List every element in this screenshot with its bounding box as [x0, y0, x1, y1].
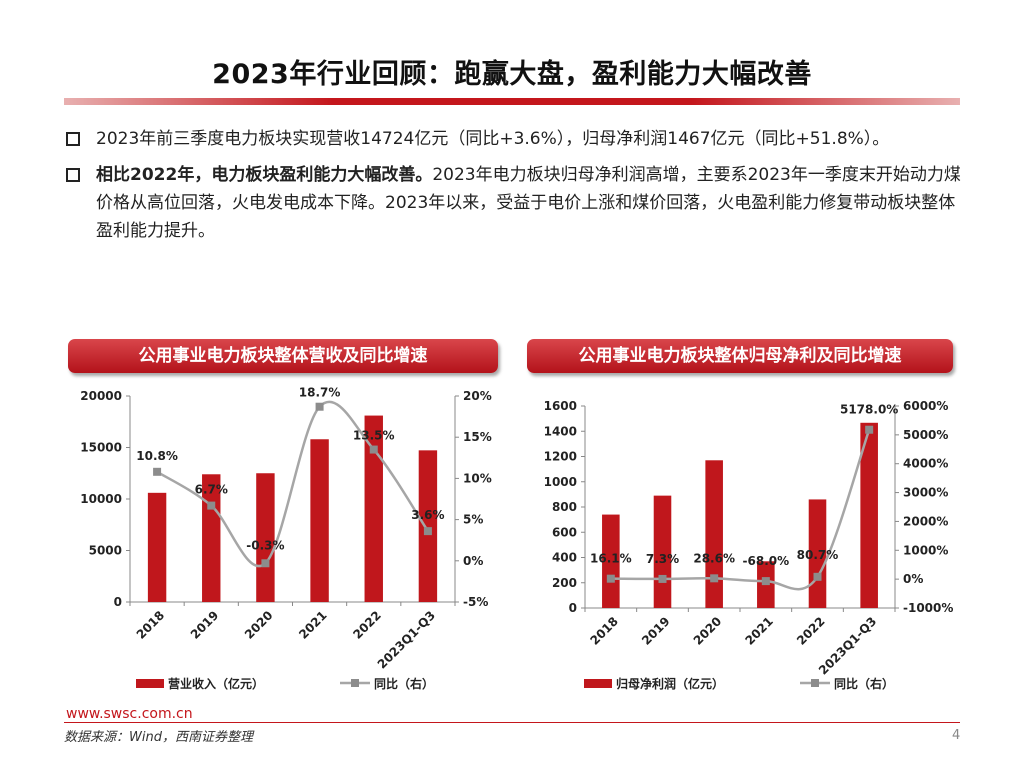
- y-right-tick-label: 6000%: [903, 399, 948, 413]
- y-left-tick-label: 15000: [80, 441, 122, 455]
- y-right-tick-label: 1000%: [903, 543, 948, 557]
- data-label: 80.7%: [797, 548, 839, 562]
- bar: [364, 415, 383, 602]
- y-right-tick-label: 5%: [463, 513, 483, 527]
- data-label: -68.0%: [743, 554, 790, 568]
- legend-bar-label: 营业收入（亿元）: [168, 676, 264, 691]
- data-label: 5178.0%: [840, 403, 898, 417]
- line-point: [761, 577, 770, 586]
- checkbox-bullet-icon: [66, 132, 80, 146]
- x-tick-label: 2018: [587, 614, 621, 648]
- data-label: 13.5%: [353, 429, 395, 443]
- y-right-tick-label: -1000%: [903, 601, 953, 615]
- x-tick-label: 2021: [742, 614, 776, 648]
- y-right-tick-label: 3000%: [903, 486, 948, 500]
- legend-bar-swatch: [136, 679, 164, 688]
- y-left-tick-label: 1000: [544, 475, 577, 489]
- y-right-tick-label: 0%: [463, 554, 483, 568]
- bullet-list: 2023年前三季度电力板块实现营收14724亿元（同比+3.6%），归母净利润1…: [62, 125, 972, 253]
- y-right-tick-label: 15%: [463, 430, 492, 444]
- data-label: 3.6%: [411, 508, 444, 522]
- line-point: [710, 574, 719, 583]
- y-left-tick-label: 10000: [80, 492, 122, 506]
- legend-line-label: 同比（右）: [834, 676, 894, 691]
- chart-1-title-banner: 公用事业电力板块整体营收及同比增速: [68, 339, 498, 373]
- x-tick-label: 2020: [691, 614, 725, 648]
- bar: [602, 514, 620, 608]
- x-tick-label: 2018: [134, 608, 168, 642]
- line-point: [261, 559, 270, 568]
- bar: [256, 473, 275, 602]
- source-note: 数据来源：Wind，西南证券整理: [64, 730, 253, 745]
- bullet-text: 2023年电力板块归母净利润高增，主要系2023年一季度末开始动力煤价格从高位回…: [96, 165, 961, 241]
- legend-line-marker: [811, 679, 819, 687]
- data-label: 10.8%: [136, 449, 178, 463]
- bar: [860, 422, 878, 608]
- line-point: [369, 445, 378, 454]
- bullet-item-2: 相比2022年，电力板块盈利能力大幅改善。2023年电力板块归母净利润高增，主要…: [62, 161, 972, 245]
- line-point: [606, 574, 615, 583]
- y-right-tick-label: 5000%: [903, 428, 948, 442]
- page-title: 2023年行业回顾：跑赢大盘，盈利能力大幅改善: [212, 59, 812, 90]
- x-tick-label: 2021: [296, 608, 330, 642]
- line-point: [865, 425, 874, 434]
- legend-line-label: 同比（右）: [374, 676, 434, 691]
- line-point: [813, 572, 822, 581]
- footer-url[interactable]: www.swsc.com.cn: [66, 706, 193, 722]
- legend-bar-swatch: [584, 679, 612, 688]
- line-point: [315, 402, 324, 411]
- bullet-bold: 相比2022年，电力板块盈利能力大幅改善。: [96, 165, 433, 185]
- y-left-tick-label: 400: [552, 551, 577, 565]
- bar: [202, 474, 221, 602]
- page-number: 4: [952, 728, 961, 743]
- y-left-tick-label: 20000: [80, 389, 122, 403]
- line-point: [153, 467, 162, 476]
- y-right-tick-label: 10%: [463, 471, 492, 485]
- x-tick-label: 2022: [794, 614, 828, 648]
- data-label: 7.3%: [646, 552, 679, 566]
- y-right-tick-label: 0%: [903, 572, 923, 586]
- data-label: 18.7%: [299, 386, 341, 400]
- x-tick-label: 2019: [188, 608, 222, 642]
- bullet-text: 2023年前三季度电力板块实现营收14724亿元（同比+3.6%），归母净利润1…: [96, 129, 890, 149]
- y-right-tick-label: 4000%: [903, 457, 948, 471]
- data-label: 28.6%: [693, 551, 735, 565]
- data-label: -0.3%: [246, 538, 284, 552]
- bar: [147, 492, 167, 602]
- data-label: 16.1%: [590, 552, 632, 566]
- y-left-tick-label: 1600: [544, 399, 577, 413]
- charts-container: 0 5000 10000 15000 20000 -5% 0% 5% 10% 15% 20% 2018…: [50, 378, 970, 698]
- y-left-tick-label: 600: [552, 525, 577, 539]
- x-tick-label: 2022: [350, 608, 384, 642]
- bar: [310, 439, 329, 602]
- x-tick-label: 2023Q1-Q3: [375, 608, 438, 671]
- y-left-tick-label: 200: [552, 576, 577, 590]
- y-left-tick-label: 0: [569, 601, 577, 615]
- chart-2-title-banner: 公用事业电力板块整体归母净利及同比增速: [527, 339, 953, 373]
- footer-divider: [64, 722, 960, 723]
- legend-bar-label: 归母净利润（亿元）: [616, 676, 724, 691]
- line-point: [658, 574, 667, 583]
- y-left-tick-label: 800: [552, 500, 577, 514]
- title-divider: [64, 98, 960, 105]
- legend-line-marker: [351, 679, 359, 687]
- y-right-tick-label: -5%: [463, 595, 488, 609]
- x-tick-label: 2019: [639, 614, 673, 648]
- y-left-tick-label: 5000: [89, 544, 122, 558]
- bar: [705, 460, 723, 608]
- bullet-item-1: 2023年前三季度电力板块实现营收14724亿元（同比+3.6%），归母净利润1…: [62, 125, 972, 153]
- checkbox-bullet-icon: [66, 168, 80, 182]
- bar: [418, 450, 438, 602]
- net-profit-chart: 0 200 400 600 800 1000 1200 1400 1600 -1000% 0% 100…: [544, 399, 954, 691]
- data-label: 6.7%: [195, 483, 228, 497]
- y-left-tick-label: 1400: [544, 424, 577, 438]
- y-right-tick-label: 2000%: [903, 514, 948, 528]
- y-left-tick-label: 1200: [544, 450, 577, 464]
- x-tick-label: 2020: [242, 608, 276, 642]
- revenue-chart: 0 5000 10000 15000 20000 -5% 0% 5% 10% 15% 20% 2018…: [80, 386, 492, 691]
- line-point: [423, 527, 432, 536]
- y-right-tick-label: 20%: [463, 389, 492, 403]
- line-point: [207, 501, 216, 510]
- y-left-tick-label: 0: [114, 595, 122, 609]
